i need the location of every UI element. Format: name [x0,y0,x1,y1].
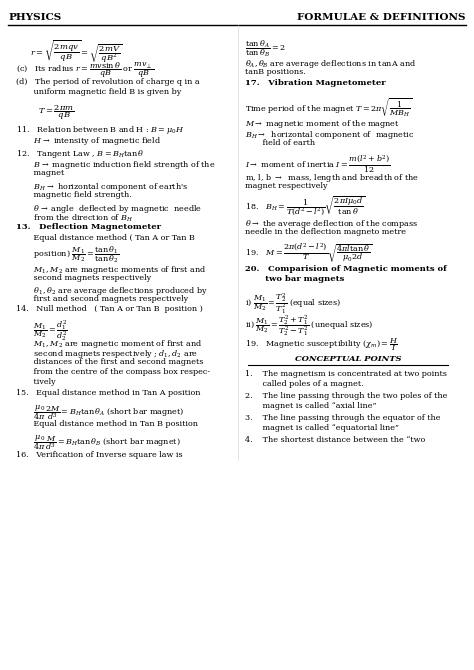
Text: second magnets respectively: second magnets respectively [16,274,151,282]
Text: $\dfrac{\mu_0}{4\pi}\dfrac{M}{d^3} = B_H\tan\theta_B$ (short bar magnet): $\dfrac{\mu_0}{4\pi}\dfrac{M}{d^3} = B_H… [16,433,181,452]
Text: 1.    The magnetism is concentrated at two points: 1. The magnetism is concentrated at two … [245,370,447,378]
Text: first and second magnets respectively: first and second magnets respectively [16,295,188,303]
Text: field of earth: field of earth [245,139,315,147]
Text: $B_H \rightarrow$  horizontal component of  magnetic: $B_H \rightarrow$ horizontal component o… [245,129,414,141]
Text: needle in the deflection magneto metre: needle in the deflection magneto metre [245,228,406,236]
Text: $H \rightarrow$ intensity of magnetic field: $H \rightarrow$ intensity of magnetic fi… [16,135,161,147]
Text: tively: tively [16,378,55,386]
Text: CONCEPTUAL POINTS: CONCEPTUAL POINTS [295,355,401,363]
Text: Time period of the magnet $T = 2\pi\sqrt{\dfrac{1}{MB_H}}$: Time period of the magnet $T = 2\pi\sqrt… [245,97,412,119]
Text: 19.   Magnetic susceptibility $(\chi_m) = \dfrac{H}{I}$: 19. Magnetic susceptibility $(\chi_m) = … [245,336,398,352]
Text: Equal distance method ( Tan A or Tan B: Equal distance method ( Tan A or Tan B [16,234,195,242]
Text: 15.   Equal distance method in Tan A position: 15. Equal distance method in Tan A posit… [16,389,201,397]
Text: magnet is called “equatorial line”: magnet is called “equatorial line” [245,424,399,432]
Text: 11.   Relation between B and H : $B = \mu_0 H$: 11. Relation between B and H : $B = \mu_… [16,124,184,136]
Text: from the direction of $B_H$: from the direction of $B_H$ [16,213,133,224]
Text: called poles of a magnet.: called poles of a magnet. [245,380,364,388]
Text: $\theta \rightarrow$ angle  deflected by magnetic  needle: $\theta \rightarrow$ angle deflected by … [16,203,202,215]
Text: second magnets respectively ; $d_1, d_2$ are: second magnets respectively ; $d_1, d_2$… [16,348,198,360]
Text: magnet is called “axial line”: magnet is called “axial line” [245,402,376,410]
Text: $\theta \rightarrow$ the average deflection of the compass: $\theta \rightarrow$ the average deflect… [245,218,418,230]
Text: PHYSICS: PHYSICS [8,13,61,23]
Text: $\dfrac{M_1}{M_2} = \dfrac{d_1^2}{d_2^2}$: $\dfrac{M_1}{M_2} = \dfrac{d_1^2}{d_2^2}… [16,318,68,342]
Text: position) $\dfrac{M_1}{M_2} = \dfrac{\tan\theta_1}{\tan\theta_2}$: position) $\dfrac{M_1}{M_2} = \dfrac{\ta… [16,244,119,265]
Text: 12.   Tangent Law , $B = B_H \tan\theta$: 12. Tangent Law , $B = B_H \tan\theta$ [16,148,145,160]
Text: from the centre of the compass box respec-: from the centre of the compass box respe… [16,368,210,376]
Text: Equal distance method in Tan B position: Equal distance method in Tan B position [16,420,198,428]
Text: $M \rightarrow$ magnetic moment of the magnet: $M \rightarrow$ magnetic moment of the m… [245,118,400,130]
Text: $B_H \rightarrow$ horizontal component of earth's: $B_H \rightarrow$ horizontal component o… [16,181,188,193]
Text: magnet: magnet [16,169,64,177]
Text: $M_1, M_2$ are magnetic moments of first and: $M_1, M_2$ are magnetic moments of first… [16,264,207,276]
Text: distances of the first and second magnets: distances of the first and second magnet… [16,358,203,366]
Text: m, l, b $\rightarrow$  mass, length and breadth of the: m, l, b $\rightarrow$ mass, length and b… [245,172,419,184]
Text: 14.   Null method   ( Tan A or Tan B  position ): 14. Null method ( Tan A or Tan B positio… [16,305,203,313]
Text: $T = \dfrac{2\pi m}{qB}$: $T = \dfrac{2\pi m}{qB}$ [38,103,74,121]
Text: FORMULAE & DEFINITIONS: FORMULAE & DEFINITIONS [298,13,466,23]
Text: ii) $\dfrac{M_1}{M_2} = \dfrac{T_2^2+T_1^2}{T_2^2-T_1^2}$ (unequal sizes): ii) $\dfrac{M_1}{M_2} = \dfrac{T_2^2+T_1… [245,313,374,338]
Text: $B \rightarrow$ magnetic induction field strength of the: $B \rightarrow$ magnetic induction field… [16,159,216,171]
Text: $\dfrac{\mu_0}{4\pi}\dfrac{2M}{d^3} = B_H\tan\theta_A$ (short bar magnet): $\dfrac{\mu_0}{4\pi}\dfrac{2M}{d^3} = B_… [16,403,184,422]
Text: magnet respectively: magnet respectively [245,182,328,190]
Text: magnetic field strength.: magnetic field strength. [16,191,132,199]
Text: 16.   Verification of Inverse square law is: 16. Verification of Inverse square law i… [16,451,182,459]
Text: 19.   $M = \dfrac{2\pi(d^2-l^2)}{T}\sqrt{\dfrac{4\pi l\tan\theta}{\mu_0 2d}}$: 19. $M = \dfrac{2\pi(d^2-l^2)}{T}\sqrt{\… [245,242,373,265]
Text: $\dfrac{\tan\theta_A}{\tan\theta_B} = 2$: $\dfrac{\tan\theta_A}{\tan\theta_B} = 2$ [245,38,286,59]
Text: $I \rightarrow$ moment of inertia $I = \dfrac{m(l^2+b^2)}{12}$: $I \rightarrow$ moment of inertia $I = \… [245,153,391,175]
Text: 13.   Deflection Magnetometer: 13. Deflection Magnetometer [16,223,161,231]
Text: uniform magnetic field B is given by: uniform magnetic field B is given by [16,88,181,96]
Text: 3.    The line passing through the equator of the: 3. The line passing through the equator … [245,414,440,422]
Text: tanB positions.: tanB positions. [245,68,306,76]
Text: $r = \sqrt{\dfrac{2mqv}{qB}} = \sqrt{\dfrac{2mV}{qB^2}}$: $r = \sqrt{\dfrac{2mqv}{qB}} = \sqrt{\df… [30,38,122,64]
Text: 17.   Vibration Magnetometer: 17. Vibration Magnetometer [245,79,386,87]
Text: (d)   The period of revolution of charge q in a: (d) The period of revolution of charge q… [16,78,200,86]
Text: 18.   $B_H = \dfrac{1}{T(d^2-l^2)}\sqrt{\dfrac{2\pi I\mu_0 d}{\tan\theta}}$: 18. $B_H = \dfrac{1}{T(d^2-l^2)}\sqrt{\d… [245,195,365,218]
Text: $\theta_1, \theta_2$ are average deflections produced by: $\theta_1, \theta_2$ are average deflect… [16,285,208,297]
Text: $M_1, M_2$ are magnetic moment of first and: $M_1, M_2$ are magnetic moment of first … [16,338,202,350]
Text: i) $\dfrac{M_1}{M_2} = \dfrac{T_2^2}{T_1^2}$ (equal sizes): i) $\dfrac{M_1}{M_2} = \dfrac{T_2^2}{T_1… [245,291,341,316]
Text: (c)   Its radius $r = \dfrac{mv\sin\theta}{qB}$ or $\dfrac{mv_\perp}{qB}$: (c) Its radius $r = \dfrac{mv\sin\theta}… [16,60,154,80]
Text: 4.    The shortest distance between the “two: 4. The shortest distance between the “tw… [245,436,425,444]
Text: $\theta_A, \theta_B$ are average deflections in tanA and: $\theta_A, \theta_B$ are average deflect… [245,58,416,70]
Text: two bar magnets: two bar magnets [245,275,345,283]
Text: 2.    The line passing through the two poles of the: 2. The line passing through the two pole… [245,392,447,400]
Text: 20.   Comparision of Magnetic moments of: 20. Comparision of Magnetic moments of [245,265,447,273]
